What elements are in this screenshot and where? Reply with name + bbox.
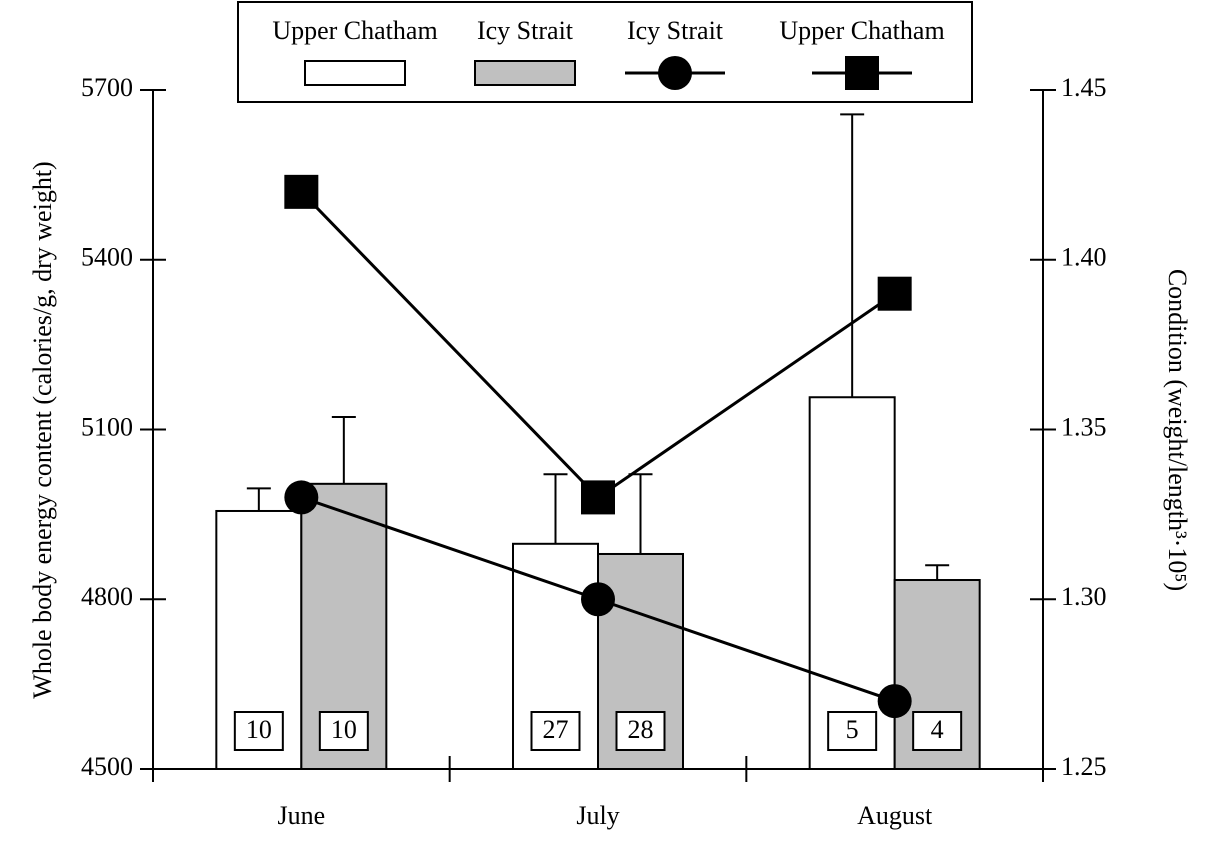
legend-swatch — [474, 60, 576, 86]
error-bar — [925, 564, 950, 581]
count-label: 4 — [931, 715, 944, 744]
y-tick-label: 5100 — [81, 412, 133, 441]
legend-swatch — [304, 60, 406, 86]
error-bar — [331, 416, 356, 484]
count-label: 28 — [628, 715, 654, 744]
y-tick-label: 4800 — [81, 582, 133, 611]
count-label: 27 — [543, 715, 569, 744]
count-label: 10 — [246, 715, 272, 744]
count-box — [827, 711, 878, 751]
error-bar — [543, 473, 568, 544]
y2-tick-label: 1.30 — [1061, 582, 1107, 611]
count-label: 10 — [331, 715, 357, 744]
error-bar — [246, 487, 271, 511]
y-tick-label: 5700 — [81, 73, 133, 102]
marker — [581, 582, 615, 617]
count-box — [318, 711, 369, 751]
x-tick-label: July — [576, 801, 619, 830]
y2-axis-label: Condition (weight/length³·10⁵) — [1163, 269, 1192, 591]
legend-label: Icy Strait — [477, 16, 574, 45]
y2-tick-label: 1.25 — [1061, 752, 1107, 781]
count-box — [530, 711, 581, 751]
y-tick-label: 4500 — [81, 752, 133, 781]
legend-label: Icy Strait — [627, 16, 724, 45]
line — [300, 190, 896, 500]
x-tick-label: June — [277, 801, 325, 830]
y2-tick-label: 1.45 — [1061, 73, 1107, 102]
y-tick-label: 5400 — [81, 243, 133, 272]
marker — [284, 174, 319, 209]
count-box — [615, 711, 666, 751]
marker — [581, 480, 615, 515]
marker — [284, 480, 319, 515]
x-tick-label: August — [857, 801, 933, 830]
count-box — [912, 711, 963, 751]
legend-label: Upper Chatham — [272, 16, 437, 45]
error-bar — [628, 473, 653, 554]
marker — [877, 684, 912, 719]
y2-tick-label: 1.40 — [1061, 243, 1107, 272]
count-label: 5 — [846, 715, 859, 744]
y-axis-label: Whole body energy content (calories/g, d… — [28, 161, 57, 698]
legend-marker — [658, 56, 692, 90]
y2-tick-label: 1.35 — [1061, 412, 1107, 441]
marker — [877, 276, 912, 311]
legend-label: Upper Chatham — [779, 16, 944, 45]
count-box — [233, 711, 284, 751]
error-bar — [840, 113, 865, 398]
legend-marker — [845, 56, 879, 90]
